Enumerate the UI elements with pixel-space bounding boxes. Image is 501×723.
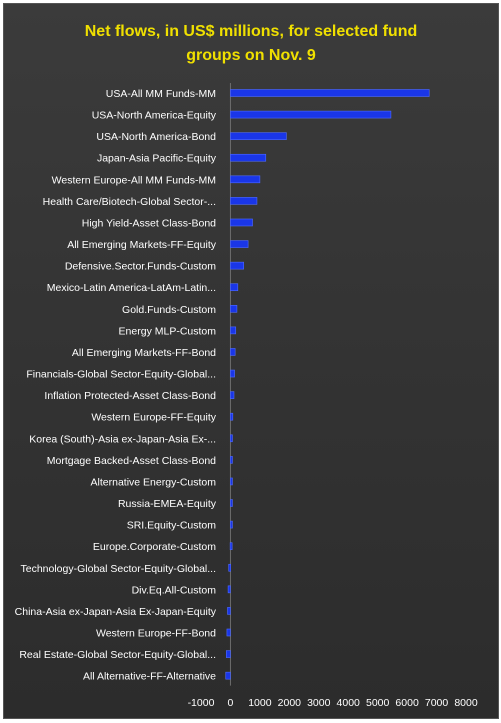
category-label: USA-North America-Bond bbox=[96, 131, 216, 143]
x-tick-label: 6000 bbox=[395, 697, 419, 709]
bar bbox=[225, 671, 231, 680]
category-label: SRI.Equity-Custom bbox=[127, 520, 217, 532]
category-label: Gold.Funds-Custom bbox=[122, 304, 216, 316]
category-label: High Yield-Asset Class-Bond bbox=[82, 217, 216, 229]
bar bbox=[230, 499, 233, 507]
category-label: Mortgage Backed-Asset Class-Bond bbox=[47, 455, 216, 467]
bar bbox=[230, 175, 261, 184]
x-tick-label: -1000 bbox=[188, 697, 215, 709]
category-label: Alternative Energy-Custom bbox=[91, 476, 217, 488]
category-label: All Emerging Markets-FF-Equity bbox=[67, 239, 217, 251]
chart-title: Net flows, in US$ millions, for selected… bbox=[4, 20, 498, 68]
chart-title-line-2: groups on Nov. 9 bbox=[186, 47, 316, 64]
bar bbox=[230, 477, 233, 486]
bar bbox=[230, 89, 430, 97]
category-label: Defensive.Sector.Funds-Custom bbox=[65, 261, 216, 273]
x-tick-label: 2000 bbox=[278, 697, 302, 709]
bar bbox=[230, 391, 235, 399]
bar bbox=[230, 456, 233, 464]
category-label: Div.Eq.All-Custom bbox=[132, 584, 217, 596]
bar bbox=[226, 650, 231, 658]
bar bbox=[230, 218, 253, 227]
bar bbox=[230, 110, 392, 119]
bar bbox=[227, 607, 231, 615]
bar bbox=[230, 240, 249, 248]
x-tick-label: 7000 bbox=[425, 697, 449, 709]
x-tick-label: 5000 bbox=[366, 697, 390, 709]
category-label: All Emerging Markets-FF-Bond bbox=[72, 347, 216, 359]
bar bbox=[230, 348, 236, 356]
category-label: Mexico-Latin America-LatAm-Latin... bbox=[47, 282, 216, 294]
category-label: Financials-Global Sector-Equity-Global..… bbox=[26, 369, 216, 381]
bar bbox=[230, 434, 233, 443]
category-label: Western Europe-FF-Equity bbox=[91, 412, 216, 424]
chart-panel: Net flows, in US$ millions, for selected… bbox=[3, 3, 499, 719]
bar bbox=[230, 369, 235, 378]
bar-chart: USA-All MM Funds-MM USA-North America-Equ… bbox=[15, 83, 478, 709]
category-label: All Alternative-FF-Alternative bbox=[83, 671, 216, 683]
category-label: Real Estate-Global Sector-Equity-Global.… bbox=[19, 649, 216, 661]
bar bbox=[229, 542, 233, 550]
category-label: Western Europe-FF-Bond bbox=[96, 628, 216, 640]
category-label: USA-All MM Funds-MM bbox=[106, 88, 216, 100]
category-label: Energy MLP-Custom bbox=[119, 325, 217, 337]
bar bbox=[230, 304, 238, 313]
x-tick-label: 1000 bbox=[248, 697, 272, 709]
chart-title-line-1: Net flows, in US$ millions, for selected… bbox=[84, 23, 418, 40]
category-label: Korea (South)-Asia ex-Japan-Asia Ex-... bbox=[29, 433, 216, 445]
x-tick-label: 8000 bbox=[454, 697, 478, 709]
category-label: Russia-EMEA-Equity bbox=[118, 498, 217, 510]
x-tick-label: 4000 bbox=[337, 697, 361, 709]
bar bbox=[230, 520, 233, 529]
bar bbox=[230, 412, 234, 421]
bar bbox=[230, 197, 258, 205]
category-label: USA-North America-Equity bbox=[92, 110, 217, 122]
bar bbox=[230, 261, 244, 270]
bar bbox=[230, 153, 267, 162]
x-tick-label: 3000 bbox=[307, 697, 331, 709]
x-tick-label: 0 bbox=[228, 697, 234, 709]
category-label: Western Europe-All MM Funds-MM bbox=[52, 174, 216, 186]
bar bbox=[230, 283, 239, 292]
bar bbox=[230, 132, 287, 140]
category-label: Health Care/Biotech-Global Sector-... bbox=[43, 196, 216, 208]
bar bbox=[230, 326, 237, 335]
category-label: Inflation Protected-Asset Class-Bond bbox=[44, 390, 216, 402]
bar bbox=[227, 585, 231, 594]
bar bbox=[228, 563, 231, 572]
category-label: Europe.Corporate-Custom bbox=[93, 541, 216, 553]
bar bbox=[226, 628, 231, 637]
category-label: Technology-Global Sector-Equity-Global..… bbox=[20, 563, 216, 575]
category-label: Japan-Asia Pacific-Equity bbox=[97, 153, 217, 165]
category-label: China-Asia ex-Japan-Asia Ex-Japan-Equity bbox=[15, 606, 217, 618]
